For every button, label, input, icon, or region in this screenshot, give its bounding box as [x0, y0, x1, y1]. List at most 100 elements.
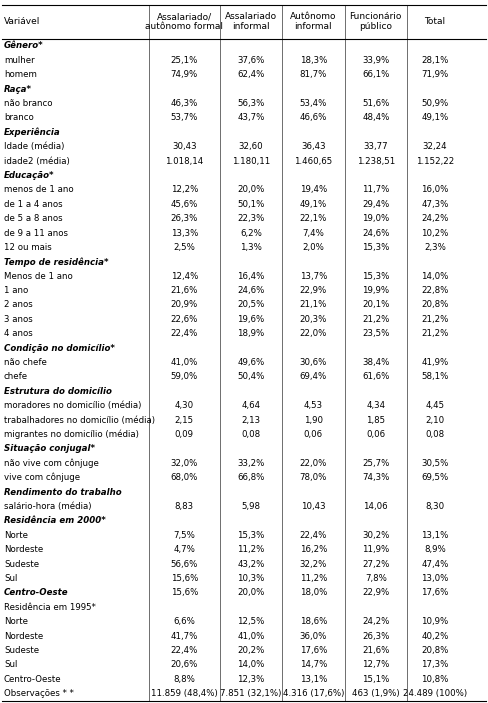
- Text: 7,4%: 7,4%: [303, 228, 324, 238]
- Text: 11.859 (48,4%): 11.859 (48,4%): [151, 689, 218, 698]
- Text: 30,5%: 30,5%: [421, 459, 449, 468]
- Text: 41,0%: 41,0%: [237, 631, 264, 640]
- Text: 58,1%: 58,1%: [421, 373, 449, 382]
- Text: chefe: chefe: [4, 373, 28, 382]
- Text: 15,6%: 15,6%: [170, 588, 198, 598]
- Text: 30,43: 30,43: [172, 142, 197, 151]
- Text: 22,9%: 22,9%: [300, 286, 327, 295]
- Text: 29,4%: 29,4%: [362, 200, 389, 209]
- Text: vive com cônjuge: vive com cônjuge: [4, 473, 80, 482]
- Text: Residência em 2000*: Residência em 2000*: [4, 517, 106, 525]
- Text: 49,1%: 49,1%: [300, 200, 327, 209]
- Text: 48,4%: 48,4%: [362, 113, 389, 122]
- Text: 1,3%: 1,3%: [240, 243, 262, 252]
- Text: 30,6%: 30,6%: [300, 358, 327, 367]
- Text: Sul: Sul: [4, 574, 17, 583]
- Text: 17,3%: 17,3%: [421, 660, 449, 669]
- Text: Autônomo
informal: Autônomo informal: [290, 12, 337, 32]
- Text: de 9 a 11 anos: de 9 a 11 anos: [4, 228, 68, 238]
- Text: 14,0%: 14,0%: [237, 660, 264, 669]
- Text: 47,3%: 47,3%: [421, 200, 449, 209]
- Text: 12,3%: 12,3%: [237, 675, 264, 684]
- Text: 24,2%: 24,2%: [421, 214, 449, 223]
- Text: 8,83: 8,83: [175, 502, 194, 511]
- Text: 50,1%: 50,1%: [237, 200, 264, 209]
- Text: Experiência: Experiência: [4, 127, 61, 137]
- Text: 37,6%: 37,6%: [237, 56, 264, 65]
- Text: 43,2%: 43,2%: [237, 560, 264, 569]
- Text: Residência em 1995*: Residência em 1995*: [4, 602, 96, 612]
- Text: Norte: Norte: [4, 617, 28, 626]
- Text: Total: Total: [425, 18, 446, 26]
- Text: 0,06: 0,06: [366, 430, 386, 439]
- Text: 20,0%: 20,0%: [237, 588, 264, 598]
- Text: 56,6%: 56,6%: [170, 560, 198, 569]
- Text: 5,98: 5,98: [242, 502, 260, 511]
- Text: 69,4%: 69,4%: [300, 373, 327, 382]
- Text: 11,9%: 11,9%: [362, 546, 389, 554]
- Text: 32,60: 32,60: [239, 142, 263, 151]
- Text: 21,6%: 21,6%: [362, 646, 389, 655]
- Text: 0,08: 0,08: [241, 430, 261, 439]
- Text: 4,64: 4,64: [241, 401, 261, 411]
- Text: 20,8%: 20,8%: [421, 646, 449, 655]
- Text: 23,5%: 23,5%: [362, 329, 389, 338]
- Text: Educação*: Educação*: [4, 171, 54, 180]
- Text: 13,3%: 13,3%: [170, 228, 198, 238]
- Text: 17,6%: 17,6%: [300, 646, 327, 655]
- Text: de 1 a 4 anos: de 1 a 4 anos: [4, 200, 62, 209]
- Text: 21,2%: 21,2%: [362, 315, 389, 324]
- Text: 11,7%: 11,7%: [362, 186, 389, 194]
- Text: não chefe: não chefe: [4, 358, 47, 367]
- Text: 21,2%: 21,2%: [421, 315, 449, 324]
- Text: Nordeste: Nordeste: [4, 631, 43, 640]
- Text: Sul: Sul: [4, 660, 17, 669]
- Text: 22,4%: 22,4%: [170, 329, 198, 338]
- Text: 59,0%: 59,0%: [171, 373, 198, 382]
- Text: 18,0%: 18,0%: [300, 588, 327, 598]
- Text: 50,4%: 50,4%: [237, 373, 264, 382]
- Text: 13,1%: 13,1%: [421, 531, 449, 540]
- Text: 22,4%: 22,4%: [300, 531, 327, 540]
- Text: 2,13: 2,13: [241, 415, 261, 425]
- Text: 25,7%: 25,7%: [362, 459, 389, 468]
- Text: 22,6%: 22,6%: [170, 315, 198, 324]
- Text: 41,0%: 41,0%: [170, 358, 198, 367]
- Text: 40,2%: 40,2%: [421, 631, 449, 640]
- Text: 7.851 (32,1%): 7.851 (32,1%): [220, 689, 282, 698]
- Text: 8,30: 8,30: [426, 502, 445, 511]
- Text: 28,1%: 28,1%: [421, 56, 449, 65]
- Text: 1,85: 1,85: [366, 415, 386, 425]
- Text: 15,3%: 15,3%: [362, 271, 389, 280]
- Text: 22,0%: 22,0%: [300, 459, 327, 468]
- Text: 62,4%: 62,4%: [237, 70, 264, 79]
- Text: trabalhadores no domicílio (média): trabalhadores no domicílio (média): [4, 415, 155, 425]
- Text: 32,24: 32,24: [423, 142, 447, 151]
- Text: Sudeste: Sudeste: [4, 646, 39, 655]
- Text: 20,8%: 20,8%: [421, 300, 449, 309]
- Text: 1.180,11: 1.180,11: [232, 157, 270, 165]
- Text: 22,1%: 22,1%: [300, 214, 327, 223]
- Text: 56,3%: 56,3%: [237, 99, 264, 108]
- Text: 8,9%: 8,9%: [424, 546, 446, 554]
- Text: 81,7%: 81,7%: [300, 70, 327, 79]
- Text: 25,1%: 25,1%: [170, 56, 198, 65]
- Text: 20,2%: 20,2%: [237, 646, 264, 655]
- Text: 20,9%: 20,9%: [171, 300, 198, 309]
- Text: 10,2%: 10,2%: [421, 228, 449, 238]
- Text: Observações * *: Observações * *: [4, 689, 74, 698]
- Text: 21,6%: 21,6%: [170, 286, 198, 295]
- Text: 53,4%: 53,4%: [300, 99, 327, 108]
- Text: 4,30: 4,30: [175, 401, 194, 411]
- Text: 19,9%: 19,9%: [362, 286, 389, 295]
- Text: 24,2%: 24,2%: [362, 617, 389, 626]
- Text: 12,5%: 12,5%: [237, 617, 264, 626]
- Text: 4,53: 4,53: [304, 401, 323, 411]
- Text: 51,6%: 51,6%: [362, 99, 389, 108]
- Text: 33,2%: 33,2%: [237, 459, 264, 468]
- Text: 22,9%: 22,9%: [362, 588, 389, 598]
- Text: 0,06: 0,06: [304, 430, 323, 439]
- Text: 0,09: 0,09: [175, 430, 194, 439]
- Text: 10,43: 10,43: [301, 502, 325, 511]
- Text: Centro-Oeste: Centro-Oeste: [4, 588, 68, 598]
